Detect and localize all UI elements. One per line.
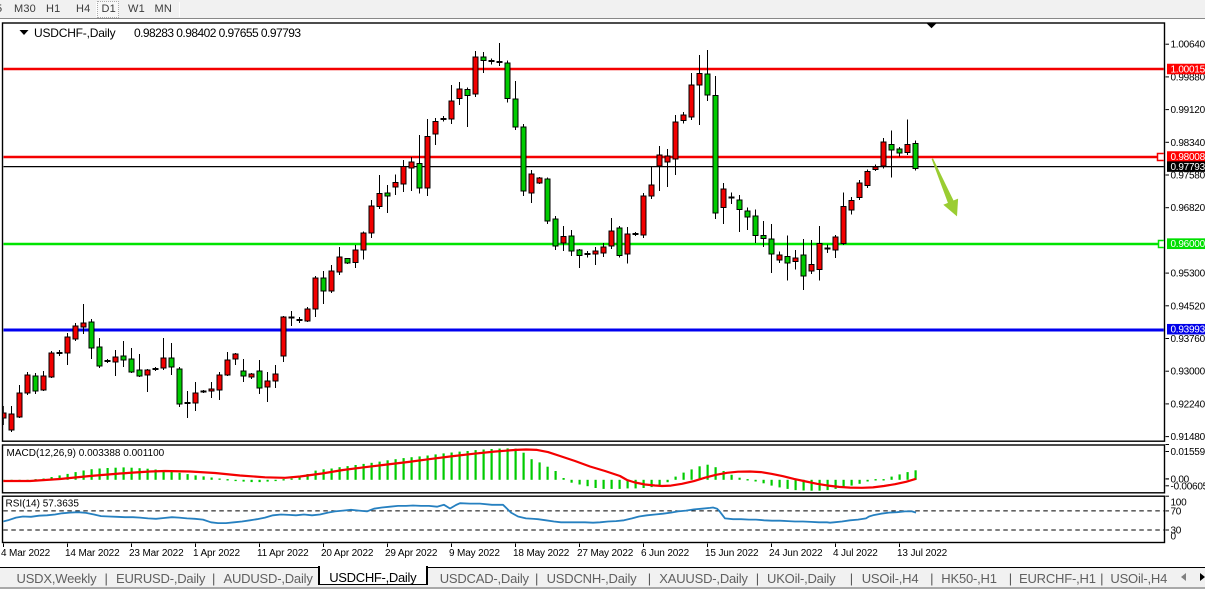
svg-text:4 Mar 2022: 4 Mar 2022 [1,548,51,559]
svg-text:11 Apr 2022: 11 Apr 2022 [257,548,309,559]
svg-text:18 May 2022: 18 May 2022 [513,548,570,559]
svg-text:0.96820: 0.96820 [1171,203,1205,214]
svg-text:1 Apr 2022: 1 Apr 2022 [193,548,240,559]
svg-text:24 Jun 2022: 24 Jun 2022 [769,548,823,559]
svg-text:0.95300: 0.95300 [1171,269,1205,280]
svg-text:1.00640: 1.00640 [1171,40,1205,51]
svg-text:0.91480: 0.91480 [1171,432,1205,443]
svg-text:14 Mar 2022: 14 Mar 2022 [65,548,120,559]
svg-text:0.96000: 0.96000 [1171,239,1205,250]
svg-text:9 May 2022: 9 May 2022 [449,548,500,559]
svg-text:0.99120: 0.99120 [1171,105,1205,116]
svg-text:USDCHF-,Daily: USDCHF-,Daily [34,26,116,40]
svg-text:13 Jul 2022: 13 Jul 2022 [897,548,948,559]
svg-text:27 May 2022: 27 May 2022 [577,548,634,559]
svg-text:0.015596: 0.015596 [1171,447,1205,458]
svg-text:MACD(12,26,9) 0.003388 0.00110: MACD(12,26,9) 0.003388 0.001100 [7,448,165,459]
svg-text:0: 0 [1171,532,1177,543]
svg-text:-0.00605: -0.00605 [1171,481,1205,492]
svg-text:0.97580: 0.97580 [1171,171,1205,182]
svg-text:6 Jun 2022: 6 Jun 2022 [641,548,690,559]
svg-text:4 Jul 2022: 4 Jul 2022 [833,548,878,559]
svg-text:0.93760: 0.93760 [1171,334,1205,345]
svg-text:23 Mar 2022: 23 Mar 2022 [129,548,184,559]
svg-text:0.93000: 0.93000 [1171,367,1205,378]
svg-text:1.00015: 1.00015 [1171,65,1205,76]
svg-text:0.00: 0.00 [1171,474,1190,485]
svg-text:15 Jun 2022: 15 Jun 2022 [705,548,759,559]
svg-text:0.98283 0.98402 0.97655 0.9779: 0.98283 0.98402 0.97655 0.97793 [134,26,301,40]
svg-text:0.92240: 0.92240 [1171,399,1205,410]
svg-text:0.93993: 0.93993 [1171,325,1205,336]
svg-text:0.99880: 0.99880 [1171,72,1205,83]
svg-text:0.97793: 0.97793 [1171,162,1205,173]
svg-text:0.94520: 0.94520 [1171,301,1205,312]
svg-text:RSI(14) 57.3635: RSI(14) 57.3635 [6,499,80,510]
svg-text:0.98340: 0.98340 [1171,138,1205,149]
svg-text:100: 100 [1171,498,1188,509]
svg-text:29 Apr 2022: 29 Apr 2022 [385,548,438,559]
svg-text:30: 30 [1171,526,1182,537]
svg-text:0.98008: 0.98008 [1171,152,1205,163]
svg-text:20 Apr 2022: 20 Apr 2022 [321,548,374,559]
svg-text:70: 70 [1171,506,1182,517]
